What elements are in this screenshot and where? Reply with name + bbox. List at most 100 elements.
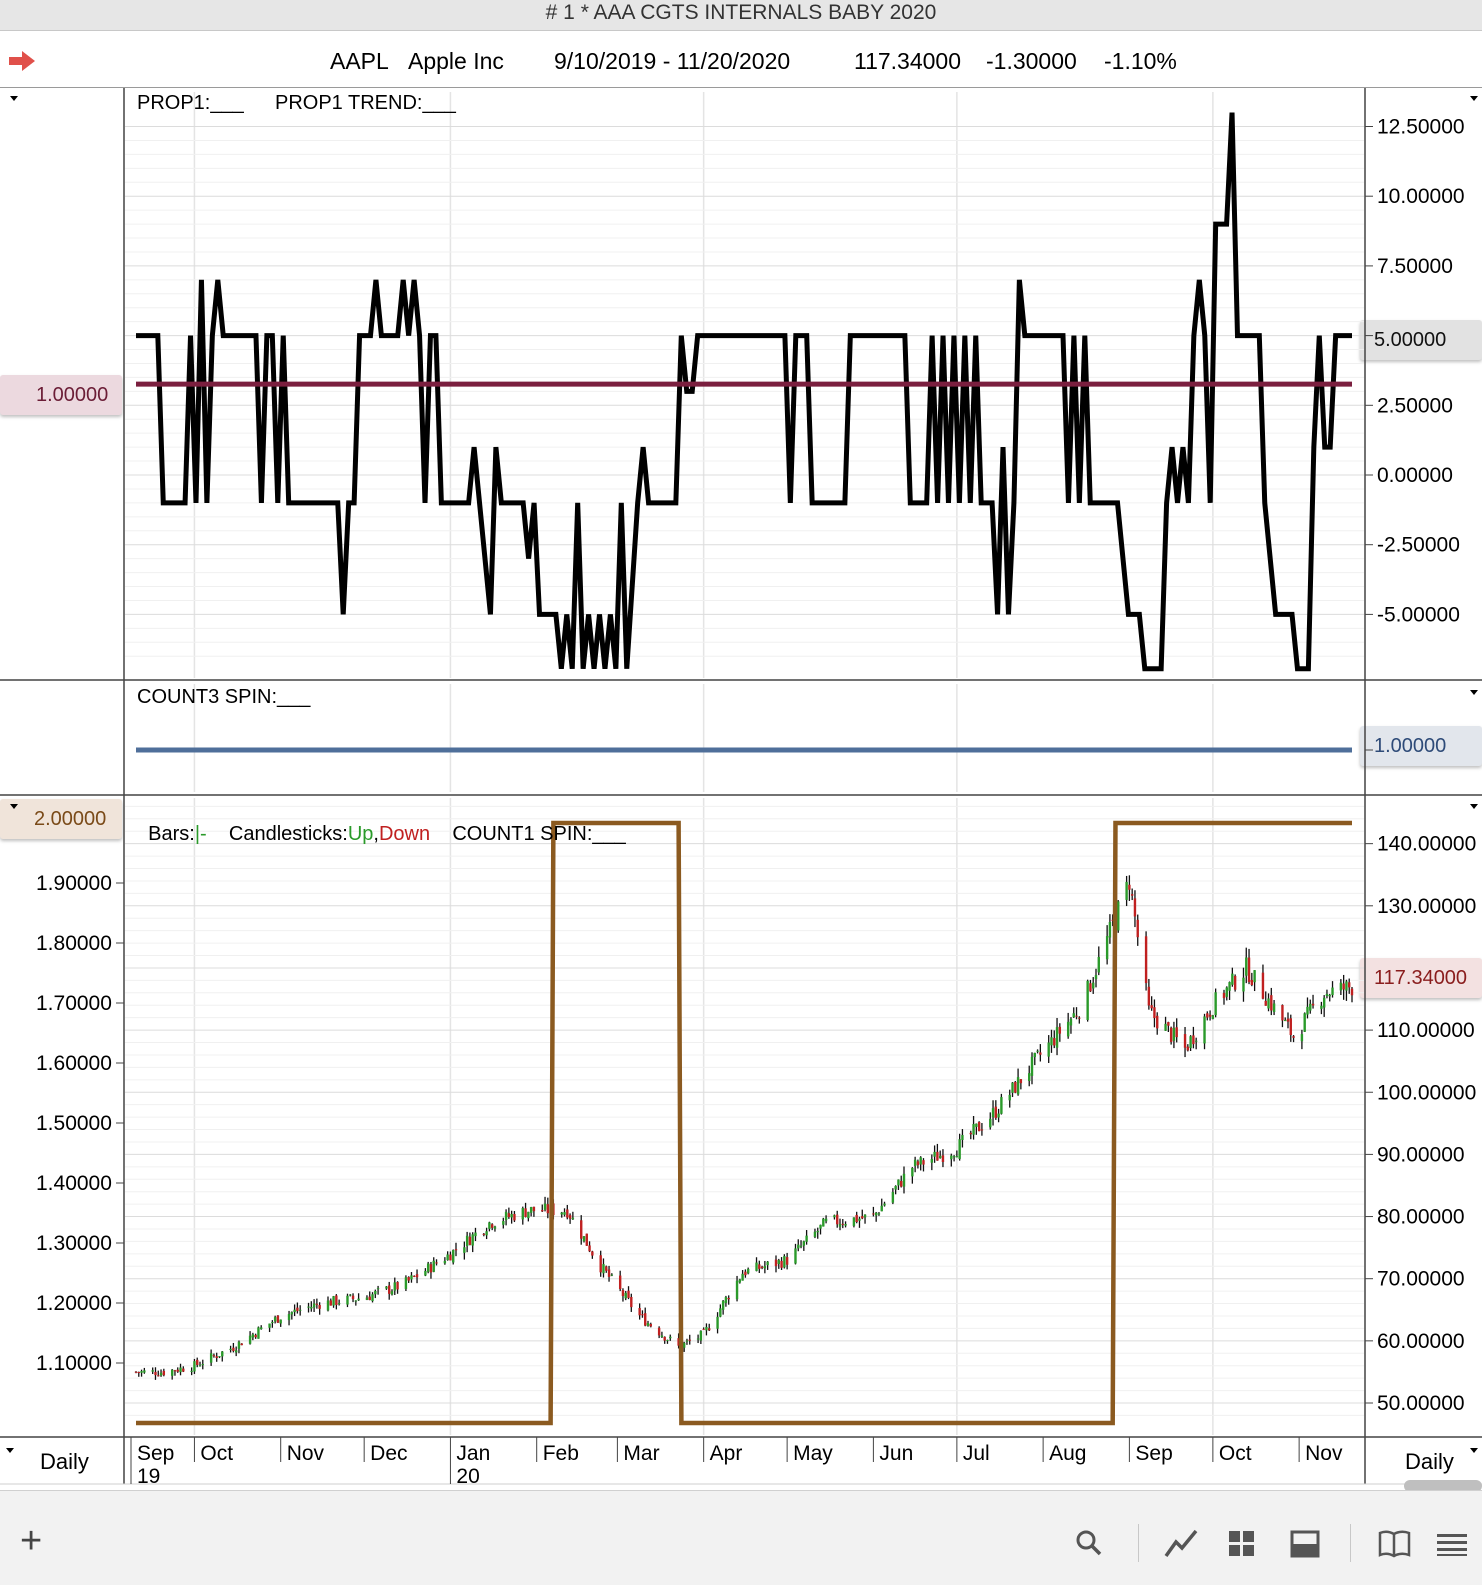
price-candle	[1320, 1005, 1323, 1009]
price-candle	[950, 1155, 953, 1160]
count1-y-tick-label: 1.20000	[36, 1292, 112, 1315]
grid-layout-icon[interactable]	[1228, 1530, 1256, 1558]
price-candle	[287, 1314, 291, 1321]
price-candle	[1189, 1036, 1192, 1049]
down-legend: Down	[378, 823, 431, 845]
count1-value-marker: 2.00000	[34, 808, 107, 830]
x-year-label: 19	[137, 1465, 160, 1488]
price-candle	[1211, 1015, 1215, 1019]
price-candle	[872, 1213, 875, 1215]
price-candle	[1270, 995, 1273, 1011]
price-candle	[193, 1361, 196, 1372]
price-candle	[1047, 1042, 1050, 1057]
price-candle	[326, 1300, 330, 1311]
price-candle	[705, 1327, 708, 1331]
price-candle	[1192, 1035, 1195, 1045]
bars-legend: Bars:	[148, 823, 195, 845]
period-right[interactable]: Daily	[1405, 1449, 1454, 1474]
x-tick-label: Oct	[200, 1442, 233, 1465]
x-tick-label: Jun	[879, 1442, 913, 1465]
price-candle	[780, 1260, 783, 1268]
price-candle	[627, 1290, 630, 1298]
price-candle	[1050, 1037, 1053, 1046]
add-button[interactable]: +	[20, 1520, 43, 1562]
panel3-menu-icon	[10, 804, 18, 809]
price-candle	[234, 1350, 238, 1353]
price-candle	[443, 1260, 447, 1264]
list-menu-icon[interactable]	[1436, 1532, 1468, 1556]
price-candle	[371, 1294, 374, 1302]
price-candle	[290, 1312, 294, 1315]
chart-line-icon[interactable]	[1164, 1528, 1198, 1558]
price-candle	[137, 1371, 140, 1373]
x-tick-label: Mar	[623, 1442, 659, 1465]
price-candle	[1167, 1022, 1170, 1026]
price-candle	[660, 1335, 664, 1338]
price-candle	[452, 1250, 455, 1263]
symbol-name: Apple Inc	[408, 48, 504, 74]
count1-y-tick-label: 1.70000	[36, 992, 112, 1015]
price-candle	[1169, 1027, 1173, 1042]
price-candle	[1078, 1017, 1081, 1019]
price-candle	[646, 1322, 650, 1326]
price-candle	[1055, 1027, 1059, 1048]
price-candle	[1111, 919, 1114, 921]
price-candle	[721, 1300, 725, 1310]
price-candle	[218, 1356, 221, 1358]
up-legend: Up	[347, 823, 374, 845]
price-candle	[989, 1118, 992, 1128]
price-candle	[563, 1212, 566, 1215]
price-candle	[527, 1211, 530, 1219]
price-candle	[1261, 972, 1265, 999]
count3-right-marker-bg	[1360, 726, 1482, 766]
price-candle	[836, 1214, 839, 1225]
window-title: # 1 * AAA CGTS INTERNALS BABY 2020	[545, 1, 937, 24]
price-candle	[980, 1129, 984, 1131]
price-candle	[1289, 1018, 1292, 1036]
price-candle	[777, 1260, 780, 1264]
price-candle	[154, 1371, 157, 1376]
price-candle	[666, 1340, 669, 1342]
price-candle	[240, 1343, 243, 1346]
price-candle	[502, 1221, 505, 1225]
price-candle	[134, 1371, 138, 1373]
price-candle	[424, 1270, 427, 1276]
price-candle	[1108, 922, 1112, 938]
price-candle	[1125, 881, 1128, 900]
price-candle	[388, 1285, 391, 1294]
price-candle	[1069, 1018, 1073, 1026]
count3-legend: COUNT3 SPIN:___	[137, 686, 311, 708]
price-candle	[708, 1328, 711, 1331]
window-title-bar: # 1 * AAA CGTS INTERNALS BABY 2020	[0, 0, 1482, 31]
price-candle	[271, 1322, 274, 1324]
price-candle	[1066, 1021, 1070, 1037]
price-candle	[385, 1286, 388, 1289]
price-candle	[1039, 1052, 1042, 1055]
panel-layout-icon[interactable]	[1290, 1530, 1320, 1558]
price-y-tick-label: 70.00000	[1377, 1268, 1465, 1291]
prop1-line	[136, 112, 1352, 672]
price-candle	[852, 1217, 856, 1226]
price-candle	[1036, 1050, 1039, 1052]
price-candle	[1128, 884, 1131, 890]
price-candle	[410, 1275, 413, 1280]
date-range: 9/10/2019 - 11/20/2020	[554, 48, 791, 74]
price-candle	[510, 1214, 513, 1218]
count1-spin-line	[136, 820, 1352, 1426]
price-candle	[844, 1223, 847, 1226]
horizontal-scrollbar[interactable]	[1404, 1480, 1482, 1492]
price-candle	[1105, 936, 1109, 960]
price-candle	[468, 1236, 472, 1245]
prop-right-marker-bg	[1360, 320, 1482, 360]
price-candle	[376, 1288, 380, 1290]
price-y-tick-label: 140.00000	[1377, 833, 1476, 856]
price-candle	[159, 1372, 163, 1376]
period-left[interactable]: Daily	[40, 1449, 89, 1474]
price-candle	[1225, 987, 1228, 997]
arrow-right-icon[interactable]	[8, 50, 36, 72]
price-candle	[1233, 976, 1237, 990]
search-icon[interactable]	[1074, 1528, 1104, 1558]
book-icon[interactable]	[1378, 1528, 1412, 1558]
period-right-menu-icon	[1470, 1448, 1478, 1453]
panel3-right-menu-icon	[1470, 804, 1478, 809]
